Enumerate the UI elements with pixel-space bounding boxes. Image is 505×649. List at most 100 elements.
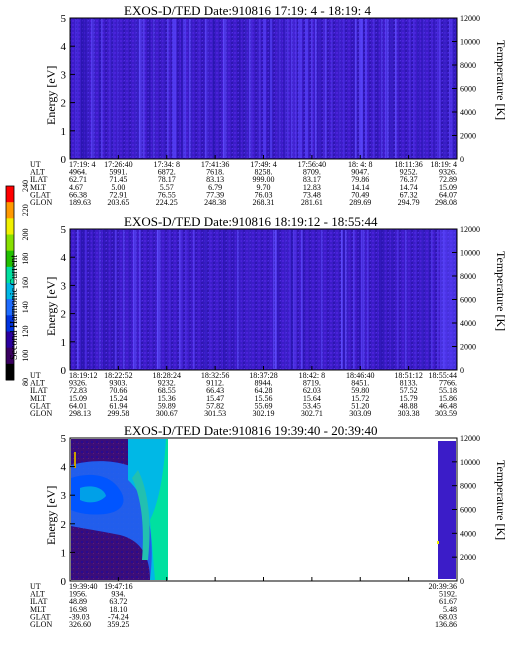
ephem-row-label: ALT (30, 379, 45, 388)
spectrogram-column (331, 19, 333, 158)
spectrogram-column (81, 19, 83, 158)
ephem-value: 15.24 (109, 394, 127, 403)
spectrogram-column (417, 19, 419, 158)
spectrogram-column (251, 19, 253, 158)
spectrogram-column (113, 230, 115, 369)
ephem-value: 303.59 (435, 409, 457, 418)
colorbar-label: Second Harmonic Current (9, 255, 20, 360)
ephem-value: 19:47:16 (104, 582, 132, 591)
ephem-value: 17:56:40 (298, 160, 326, 169)
colorbar-tick-label: 240 (21, 180, 30, 192)
spectrogram-column (287, 19, 289, 158)
ephem-value: 15.09 (439, 183, 457, 192)
ephem-value: 71.45 (109, 175, 127, 184)
panel-3: EXOS-D/TED Date:910816 19:39:40 - 20:39:… (30, 423, 505, 629)
ephem-value: 1956. (69, 590, 87, 599)
spectrogram-column (269, 19, 271, 158)
spectrogram-column (383, 230, 385, 369)
spectrogram-band (183, 19, 186, 158)
spectrogram-column (111, 19, 113, 158)
y-tick-label: 0 (61, 576, 67, 588)
ephem-value: 64.01 (69, 401, 87, 410)
spectrogram-column (75, 19, 77, 158)
spectrogram-column (181, 230, 183, 369)
spectrogram-column (361, 230, 363, 369)
colorbar-cell (6, 283, 14, 300)
spectrogram-column (135, 19, 137, 158)
panel-2: EXOS-D/TED Date:910816 18:19:12 - 18:55:… (30, 214, 505, 418)
ephem-value: 5192. (439, 590, 457, 599)
colorbar-cell (6, 299, 14, 316)
ephem-row-label: ILAT (30, 597, 47, 606)
y2-tick-label: 0 (460, 366, 464, 375)
spectrogram-column (409, 19, 411, 158)
spectrogram-column (343, 230, 345, 369)
ephem-value: 302.19 (253, 409, 275, 418)
ephem-value: 9326. (69, 379, 87, 388)
ephem-value: 289.69 (349, 198, 371, 207)
spectrogram-column (319, 19, 321, 158)
y-tick-label: 0 (61, 154, 67, 166)
spectrogram-column (359, 230, 361, 369)
spectrogram-column (285, 19, 287, 158)
spectrogram-column (389, 19, 391, 158)
ephem-value: 15.36 (158, 394, 176, 403)
y2-tick-label: 2000 (460, 132, 476, 141)
ephem-value: 62.71 (69, 175, 87, 184)
ephem-row-label: ILAT (30, 175, 47, 184)
y-tick-label: 1 (61, 126, 67, 138)
y-tick-label: 0 (61, 365, 67, 377)
ephem-value: 59.80 (351, 386, 369, 395)
ephem-value: 76.37 (400, 175, 418, 184)
ephem-value: 16.98 (69, 605, 87, 614)
y2-tick-label: 8000 (460, 482, 476, 491)
ephem-value: 17:26:40 (104, 160, 132, 169)
ephem-value: 72.83 (69, 386, 87, 395)
ephem-row-label: GLAT (30, 612, 51, 621)
y2-tick-label: 12000 (460, 434, 480, 443)
spectrogram-column (93, 230, 95, 369)
ephem-value: 79.86 (351, 175, 369, 184)
ephem-value: 51.20 (351, 401, 369, 410)
spectrogram-column (135, 230, 137, 369)
ephem-value: 62.03 (303, 386, 321, 395)
ephem-value: 59.89 (158, 401, 176, 410)
y2-tick-label: 10000 (460, 38, 480, 47)
spectrogram-column (207, 19, 209, 158)
spectrogram-column (181, 19, 183, 158)
y2-tick-label: 0 (460, 155, 464, 164)
ephem-row-label: MLT (30, 183, 46, 192)
ephem-value: 8133. (400, 379, 418, 388)
panel-3-title: EXOS-D/TED Date:910816 19:39:40 - 20:39:… (124, 423, 377, 438)
spectrogram-column (101, 19, 103, 158)
spectrogram-column (199, 19, 201, 158)
spectrogram-column (257, 19, 259, 158)
spectrogram-column (277, 230, 279, 369)
colorbar-cell (6, 331, 14, 349)
ephem-value: 55.18 (439, 386, 457, 395)
spectrogram-column (367, 230, 369, 369)
spectrogram-column (225, 19, 227, 158)
spectrogram-column (167, 19, 169, 158)
ephem-row-label: UT (30, 582, 41, 591)
colorbar: 80 100 120 140 160 180 200 220 240 Second Harmon… (5, 180, 30, 386)
y2-tick-label: 4000 (460, 108, 476, 117)
ephem-value: 53.45 (303, 401, 321, 410)
spectrogram-column (213, 19, 215, 158)
spectrogram-column (391, 230, 393, 369)
colorbar-tick-label: 200 (21, 229, 30, 241)
y-tick-label: 1 (61, 547, 67, 559)
spectrogram-band (172, 19, 176, 158)
spectrogram-column (353, 230, 355, 369)
panel-3-y2label: Temperature [K] (494, 460, 505, 540)
y2-tick-label: 10000 (460, 249, 480, 258)
ephem-row-label: GLON (30, 198, 52, 207)
ephem-value: 14.74 (400, 183, 418, 192)
spectrogram-column (91, 19, 93, 158)
spectrogram-column (103, 230, 105, 369)
y-tick-label: 5 (61, 13, 67, 25)
ephem-value: 9303. (109, 379, 127, 388)
ephem-value: 224.25 (156, 198, 178, 207)
spectrogram-band (298, 19, 302, 158)
ephem-value: 57.52 (400, 386, 418, 395)
